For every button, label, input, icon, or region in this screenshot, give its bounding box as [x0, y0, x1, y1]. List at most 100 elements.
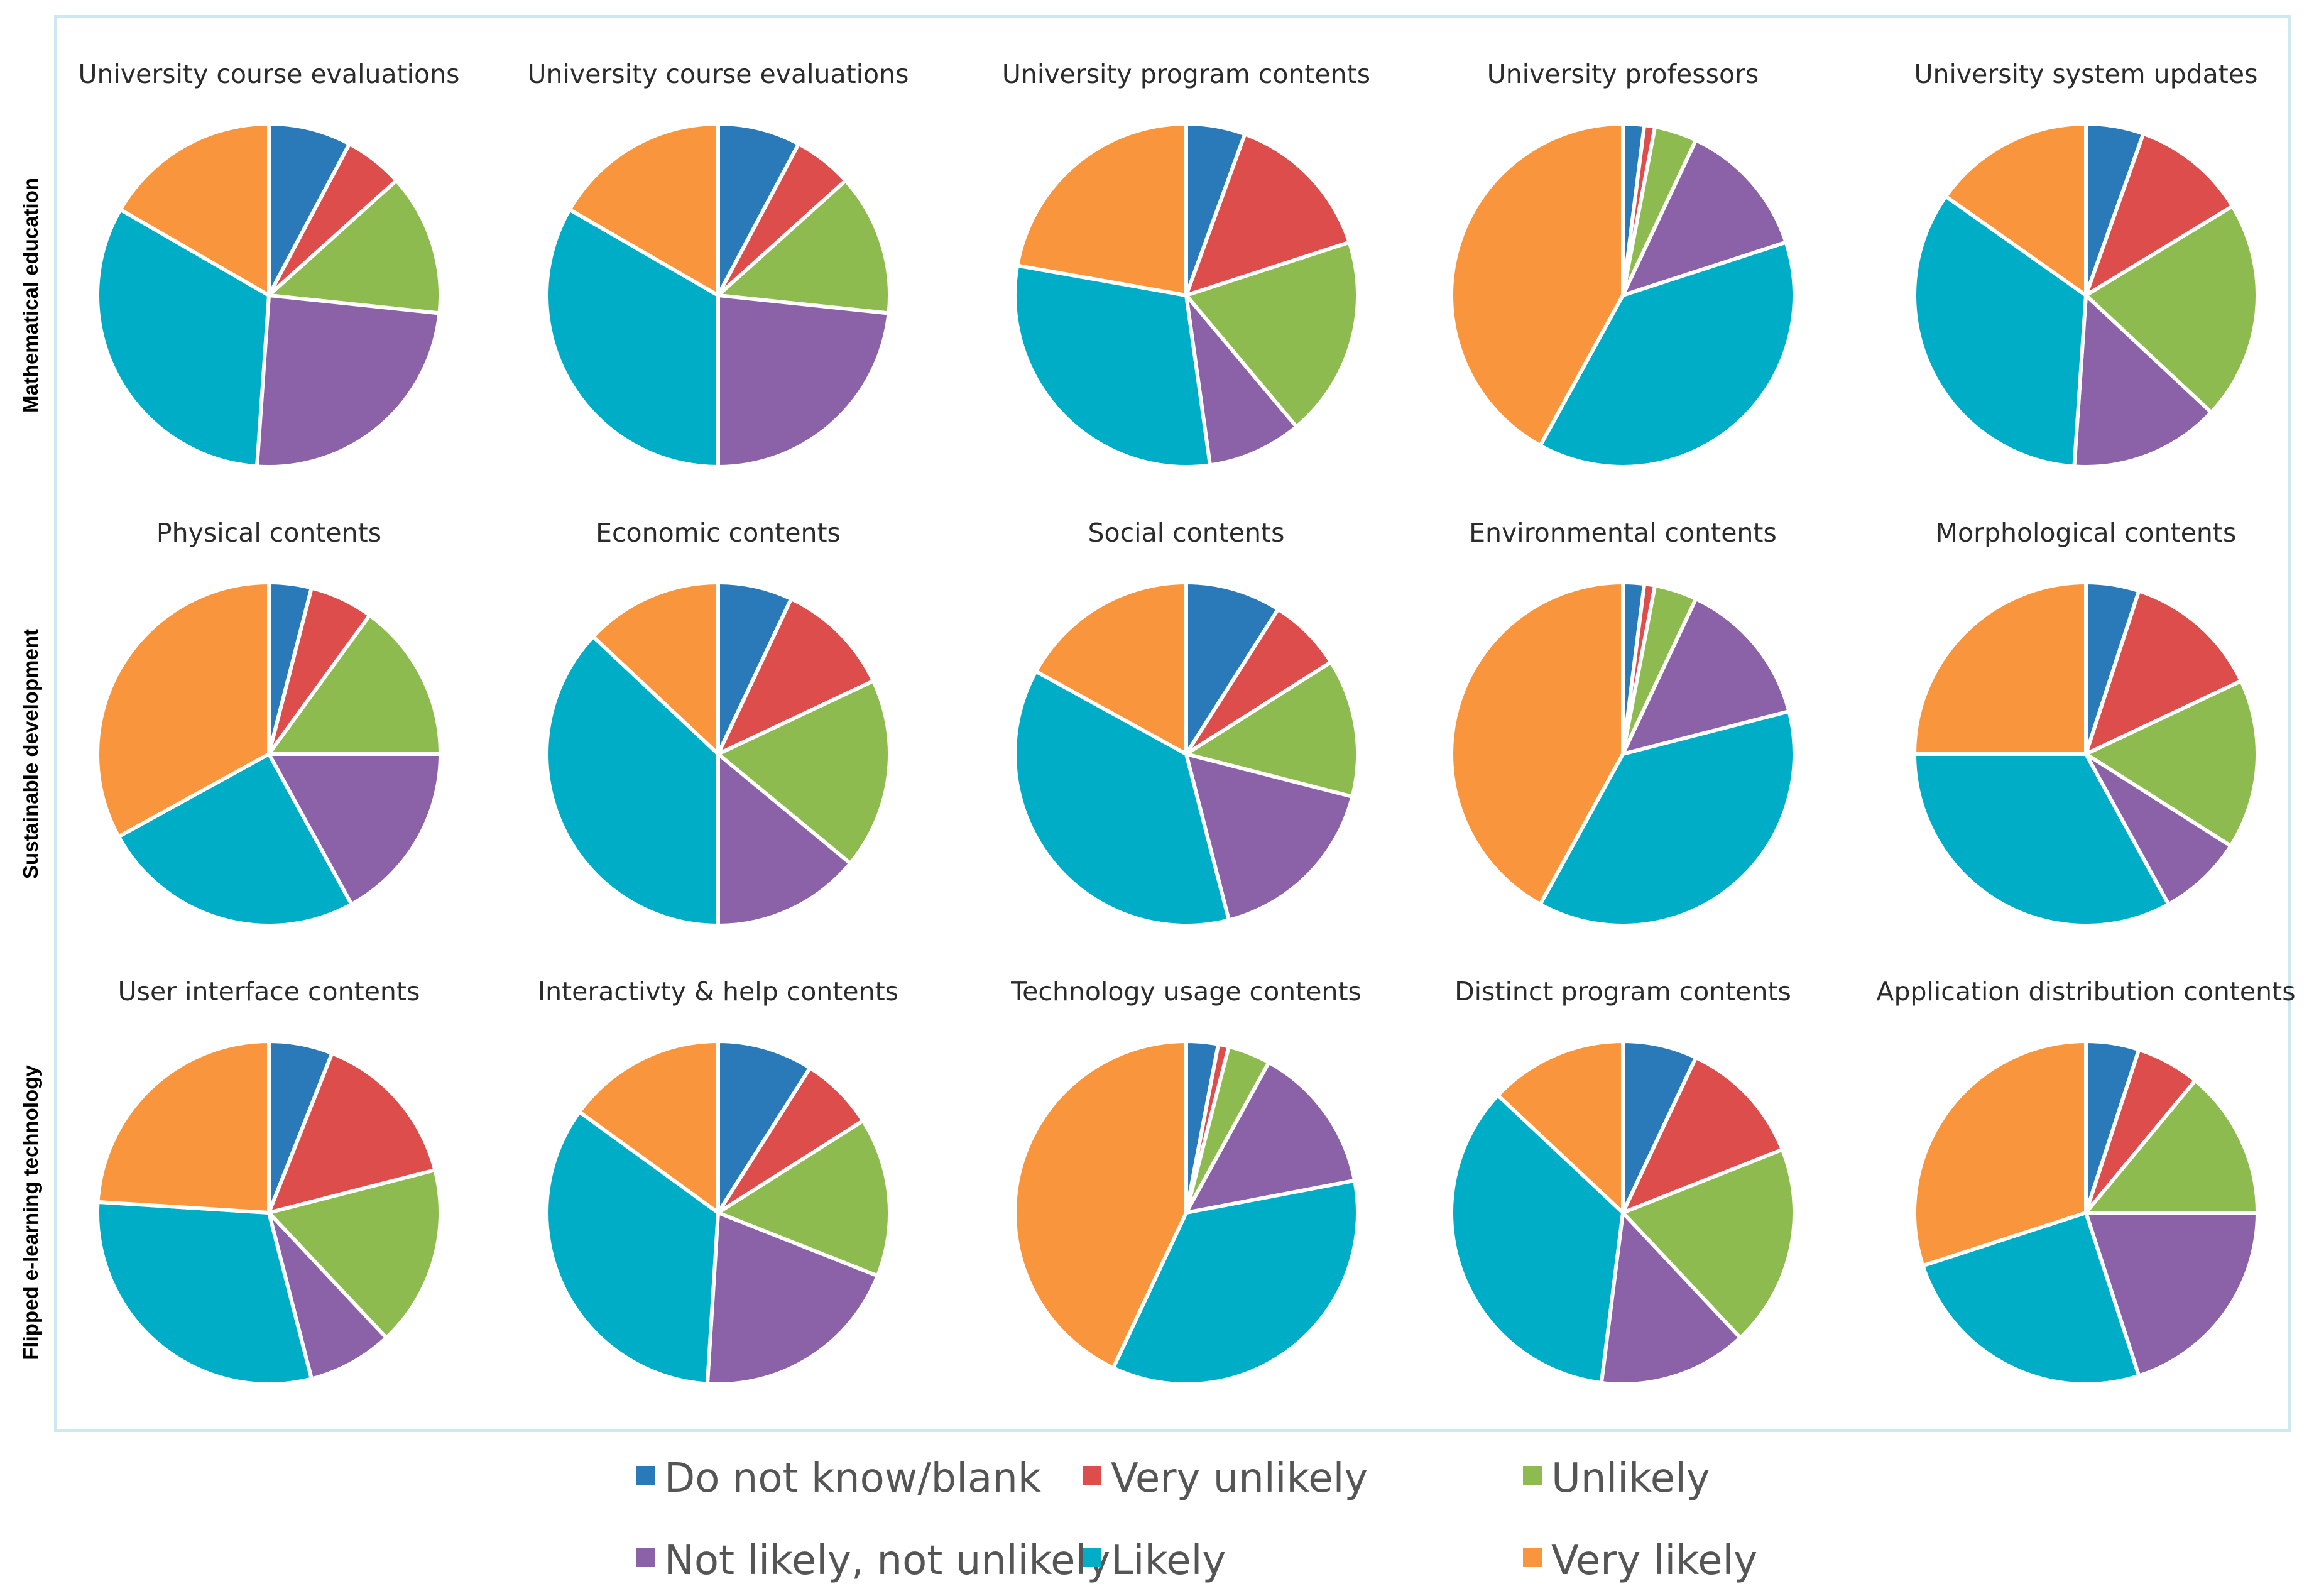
pie-slice-very-likely: [577, 1039, 720, 1215]
pie-chart-economic-contents: Economic contents: [545, 518, 892, 927]
pie-slice-unlikely: [267, 1168, 442, 1340]
pie-slice-likely: [545, 1110, 720, 1386]
pie-slice-very-likely: [567, 122, 720, 297]
pie-slice-likely: [1013, 263, 1212, 469]
pie-slice-unlikely: [2084, 204, 2260, 415]
chart-frame: [54, 15, 2291, 1432]
legend-swatch-very-unlikely: [1083, 1466, 1101, 1485]
pie-slice-not-likely-not-unlikely: [2084, 752, 2233, 907]
pie-slice-likely: [96, 207, 271, 469]
pie-slice-likely: [1111, 1178, 1360, 1386]
pie-slice-not-likely-not-unlikely: [1184, 1060, 1357, 1215]
legend-label-unlikely: Unlikely: [1551, 1455, 1710, 1502]
pie-title: Technology usage contents: [1010, 976, 1362, 1007]
pie-slice-do-not-know-blank: [267, 122, 352, 297]
pie-title: Social contents: [1088, 518, 1285, 548]
pie-slice-likely: [1013, 669, 1231, 927]
pie-chart-university-course-evaluations: University course evaluations: [528, 59, 909, 469]
pie-slice-unlikely: [2084, 679, 2259, 848]
pie-slice-likely: [1921, 1211, 2141, 1386]
pie-title: Morphological contents: [1936, 518, 2237, 548]
pie-slice-not-likely-not-unlikely: [1184, 752, 1355, 922]
pie-charts: University course evaluations University …: [79, 59, 2296, 1386]
pie-slice-unlikely: [1184, 240, 1360, 429]
pie-slice-likely: [96, 1200, 314, 1386]
legend-item-not-likely-not-unlikely: Not likely, not unlikely: [636, 1538, 1110, 1584]
pie-chart-social-contents: Social contents: [1013, 518, 1360, 927]
pie-slice-not-likely-not-unlikely: [2084, 1211, 2259, 1378]
pie-title: User interface contents: [118, 976, 420, 1007]
pie-title: Economic contents: [596, 518, 841, 548]
legend-item-likely: Likely: [1083, 1538, 1226, 1584]
pie-slice-not-likely-not-unlikely: [267, 1211, 388, 1381]
pie-slice-very-likely: [1449, 122, 1625, 448]
row-label-mathematical-education: Mathematical education: [19, 178, 42, 413]
legend-swatch-do-not-know: [636, 1466, 655, 1485]
pie-slice-likely: [1913, 194, 2088, 469]
pie-slice-unlikely: [2084, 1078, 2259, 1215]
pie-title: Application distribution contents: [1876, 976, 2295, 1007]
pie-slice-very-likely: [1013, 1039, 1188, 1370]
pie-chart-physical-contents: Physical contents: [96, 518, 442, 927]
pie-slice-unlikely: [716, 178, 892, 315]
legend-label-likely: Likely: [1111, 1538, 1226, 1584]
pie-slice-very-likely: [1034, 581, 1188, 756]
pie-slice-unlikely: [716, 1118, 892, 1278]
pie-slice-very-likely: [118, 122, 271, 297]
pie-chart-university-system-updates: University system updates: [1913, 59, 2260, 469]
legend-swatch-very-likely: [1523, 1548, 1542, 1567]
pie-slice-not-likely-not-unlikely: [1599, 1211, 1742, 1386]
pie-chart-distinct-program-contents: Distinct program contents: [1449, 976, 1796, 1386]
row-label-flipped-e-learning-technology: Flipped e-learning technology: [19, 1065, 42, 1360]
pie-slice-unlikely: [716, 679, 892, 866]
pie-title: Physical contents: [156, 518, 381, 548]
legend-item-very-unlikely: Very unlikely: [1083, 1455, 1368, 1502]
pie-title: University course evaluations: [79, 59, 460, 89]
pie-slice-not-likely-not-unlikely: [705, 1211, 880, 1386]
pie-slice-do-not-know-blank: [1184, 581, 1280, 756]
pie-slice-do-not-know-blank: [716, 1039, 812, 1215]
legend-swatch-likely: [1083, 1548, 1101, 1567]
pie-slice-very-likely: [1015, 122, 1188, 297]
pie-chart-morphological-contents: Morphological contents: [1913, 518, 2259, 927]
pie-slice-very-likely: [96, 581, 271, 839]
legend-label-very-likely: Very likely: [1551, 1538, 1757, 1584]
pie-slice-very-likely: [96, 1039, 271, 1215]
pie-slice-very-likely: [1449, 581, 1625, 907]
legend: Do not know/blank Very unlikely Unlikely…: [636, 1455, 1757, 1584]
pie-chart-technology-usage-contents: Technology usage contents: [1010, 976, 1362, 1386]
legend-label-do-not-know: Do not know/blank: [664, 1455, 1041, 1502]
pie-slice-not-likely-not-unlikely: [716, 293, 891, 469]
pie-chart-university-program-contents: University program contents: [1002, 59, 1370, 469]
legend-swatch-unlikely: [1523, 1466, 1542, 1485]
pie-slice-unlikely: [1184, 660, 1360, 799]
legend-label-very-unlikely: Very unlikely: [1111, 1455, 1368, 1502]
pie-chart-environmental-contents: Environmental contents: [1449, 518, 1796, 927]
pie-chart-university-course-evaluations: University course evaluations: [79, 59, 460, 469]
pie-title: University system updates: [1914, 59, 2258, 89]
pie-title: University program contents: [1002, 59, 1370, 89]
legend-item-do-not-know: Do not know/blank: [636, 1455, 1041, 1502]
pie-slice-very-likely: [1913, 581, 2088, 756]
pie-slice-unlikely: [1621, 1147, 1796, 1340]
pie-slice-very-unlikely: [2084, 131, 2235, 297]
pie-slice-very-unlikely: [267, 1051, 437, 1215]
pie-slice-likely: [1449, 1093, 1625, 1385]
pie-slice-unlikely: [267, 613, 442, 756]
row-label-sustainable-development: Sustainable development: [19, 629, 42, 879]
pie-slice-likely: [545, 635, 720, 927]
pie-slice-not-likely-not-unlikely: [1621, 138, 1788, 297]
legend-item-unlikely: Unlikely: [1523, 1455, 1710, 1502]
pie-chart-university-professors: University professors: [1449, 59, 1796, 469]
legend-item-very-likely: Very likely: [1523, 1538, 1757, 1584]
pie-slice-very-unlikely: [2084, 589, 2244, 756]
pie-chart-user-interface-contents: User interface contents: [96, 976, 442, 1386]
pie-title: Distinct program contents: [1454, 976, 1791, 1007]
pie-slice-likely: [545, 207, 720, 469]
pie-slice-not-likely-not-unlikely: [1184, 293, 1299, 467]
pie-chart-application-distribution-contents: Application distribution contents: [1876, 976, 2296, 1386]
pie-slice-very-likely: [1495, 1039, 1625, 1215]
pie-slice-likely: [1913, 752, 2171, 927]
pie-slice-very-unlikely: [1621, 1055, 1784, 1215]
